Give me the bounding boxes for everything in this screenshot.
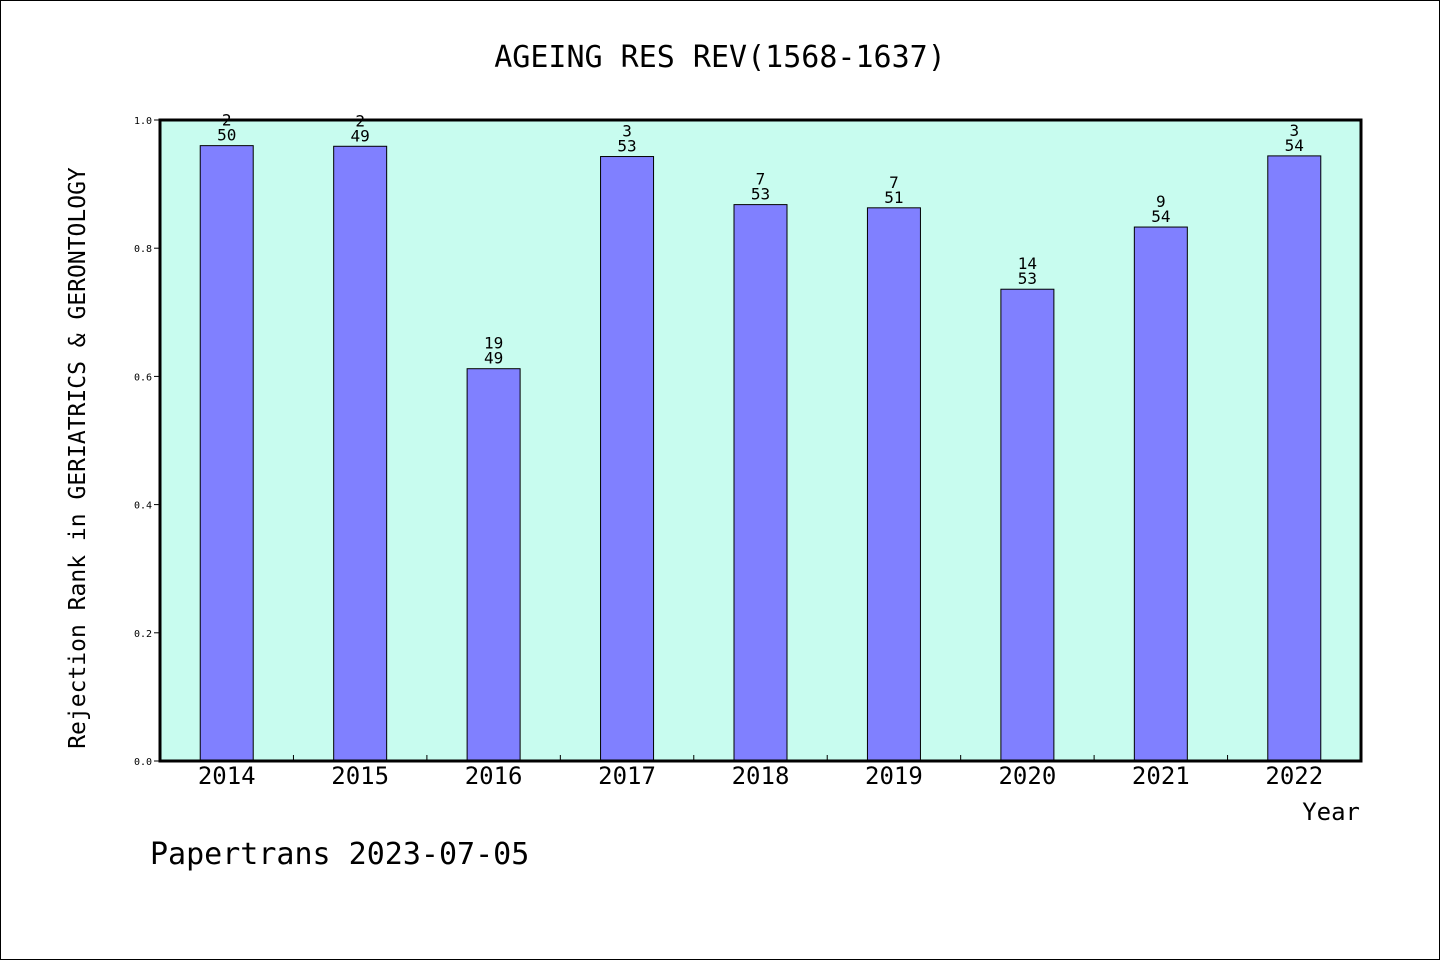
x-tick-label: 2020 [998, 762, 1056, 790]
bar-label-top: 3 [622, 122, 632, 141]
bar-label-top: 9 [1156, 192, 1166, 211]
y-tick-label: 1.0 [134, 116, 152, 127]
bar [866, 207, 921, 762]
bar-label-bottom: 50 [217, 126, 236, 145]
bar [1133, 226, 1188, 762]
bar-label-top: 7 [756, 170, 766, 189]
bar [1267, 155, 1322, 762]
plot-border [158, 118, 1363, 763]
bar [199, 145, 254, 762]
bar [600, 156, 655, 762]
bar-label-bottom: 49 [484, 349, 503, 368]
bar-label-bottom: 53 [751, 185, 770, 204]
bar-label-bottom: 54 [1151, 207, 1170, 226]
bar [733, 204, 788, 762]
x-tick-label: 2021 [1132, 762, 1190, 790]
x-tick-label: 2015 [331, 762, 389, 790]
bar-label-bottom: 53 [617, 137, 636, 156]
bar-label-top: 14 [1018, 254, 1037, 273]
y-tick-label: 0.2 [134, 629, 152, 640]
bar-label-top: 3 [1289, 121, 1299, 140]
y-axis-label: Rejection Rank in GERIATRICS & GERONTOLO… [65, 167, 91, 749]
x-tick-label: 2019 [865, 762, 923, 790]
bar [466, 368, 521, 762]
x-axis-label: Year [1302, 798, 1360, 826]
bar-label-bottom: 53 [1018, 269, 1037, 288]
x-tick-label: 2014 [198, 762, 256, 790]
y-tick-label: 0.4 [134, 501, 152, 512]
y-tick-label: 0.6 [134, 372, 152, 383]
chart-title: AGEING RES REV(1568-1637) [494, 40, 946, 75]
x-tick-label: 2018 [732, 762, 790, 790]
bar-label-bottom: 51 [884, 188, 903, 207]
bar-label-top: 19 [484, 334, 503, 353]
y-tick-label: 0.0 [134, 757, 152, 768]
x-tick-label: 2022 [1265, 762, 1323, 790]
bar-label-bottom: 54 [1285, 136, 1304, 155]
bar [1000, 288, 1055, 762]
x-tick-label: 2016 [465, 762, 523, 790]
watermark-text: Papertrans 2023-07-05 [150, 837, 529, 872]
bar [333, 145, 388, 762]
bar-label-bottom: 49 [351, 126, 370, 145]
bar-label-top: 7 [889, 173, 899, 192]
x-tick-label: 2017 [598, 762, 656, 790]
y-tick-label: 0.8 [134, 244, 152, 255]
